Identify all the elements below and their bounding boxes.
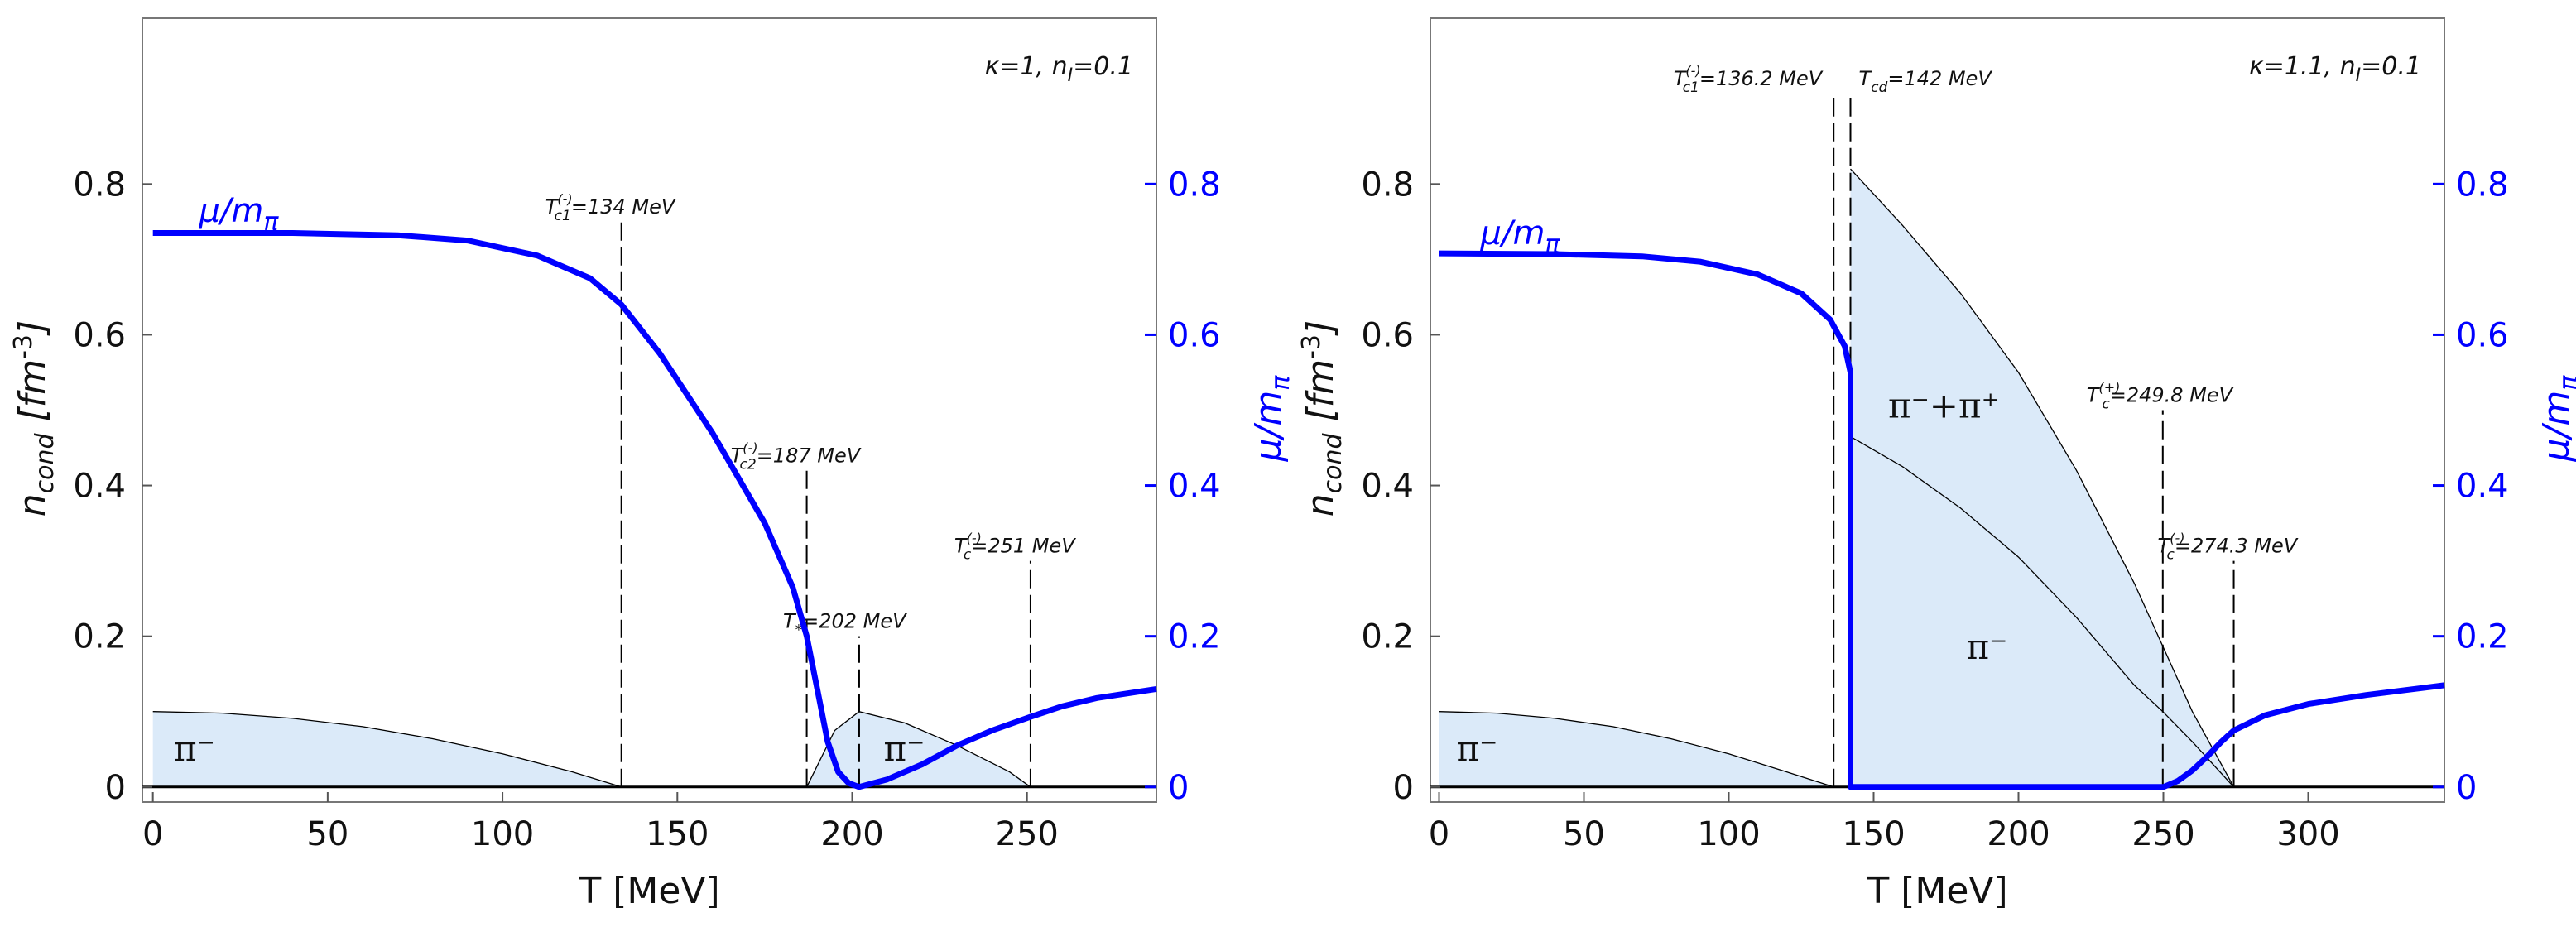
y-tick-label-left: 0.8 bbox=[73, 166, 126, 204]
plot-frame bbox=[1430, 17, 2445, 803]
region-label: π⁻ bbox=[1457, 728, 1498, 769]
y-tick-label-left: 0 bbox=[105, 769, 126, 807]
threshold-label: T(-) c1=136.2 MeV bbox=[1674, 63, 1824, 96]
x-tick-label: 200 bbox=[1987, 815, 2050, 853]
y-tick-label-left: 0.2 bbox=[1361, 618, 1414, 656]
plot-frame bbox=[142, 17, 1157, 803]
threshold-label: T(-) c2=187 MeV bbox=[731, 440, 862, 473]
y-tick-label-right: 0.4 bbox=[2456, 468, 2509, 506]
x-tick-label: 100 bbox=[471, 815, 534, 853]
y-tick-label-left: 0.2 bbox=[73, 618, 126, 656]
threshold-label: T(+) c=249.8 MeV bbox=[2087, 380, 2234, 413]
y-tick-label-right: 0 bbox=[2456, 769, 2477, 807]
threshold-label: T*=202 MeV bbox=[783, 610, 907, 639]
x-tick-label: 0 bbox=[142, 815, 163, 853]
x-tick-label: 150 bbox=[1842, 815, 1905, 853]
threshold-label: T(-) c=251 MeV bbox=[954, 531, 1076, 564]
series-line-mu bbox=[152, 230, 1157, 790]
y-tick-label-right: 0.4 bbox=[1168, 468, 1221, 506]
threshold-label: Tcd=142 MeV bbox=[1859, 67, 1993, 96]
condensate-fill-0 bbox=[152, 711, 622, 787]
y-tick-label-left: 0.6 bbox=[73, 316, 126, 354]
region-label: π⁻+π⁺ bbox=[1888, 386, 2000, 426]
x-tick-label: 300 bbox=[2276, 815, 2339, 853]
threshold-label: T(-) c=274.3 MeV bbox=[2158, 531, 2299, 564]
y-tick-label-left: 0.4 bbox=[1361, 468, 1414, 506]
region-label: π⁻ bbox=[1967, 627, 2008, 667]
x-tick-label: 0 bbox=[1429, 815, 1449, 853]
x-tick-label: 250 bbox=[996, 815, 1059, 853]
condensate-fill-0 bbox=[1439, 711, 1834, 787]
y-tick-label-right: 0.8 bbox=[1168, 166, 1221, 204]
series-line-boundary bbox=[806, 710, 1031, 788]
region-label: π⁻ bbox=[884, 728, 925, 769]
y-axis-title-left: ncond​ [fm-3​] bbox=[9, 320, 60, 516]
condensate-fill-2 bbox=[1850, 436, 2163, 787]
y-tick-label-left: 0.8 bbox=[1361, 166, 1414, 204]
y-axis-title-right: μ/mπ​ bbox=[1247, 375, 1295, 463]
region-label: π⁻ bbox=[174, 728, 215, 769]
x-tick-label: 100 bbox=[1697, 815, 1760, 853]
condensate-fill-1 bbox=[806, 711, 1031, 787]
y-axis-title-left: ncond​ [fm-3​] bbox=[1297, 320, 1348, 516]
series-line-boundary bbox=[2162, 711, 2235, 788]
mu-curve-label: μ/mπ​ bbox=[1480, 214, 1561, 259]
y-tick-label-right: 0.2 bbox=[2456, 618, 2509, 656]
threshold-label: T(-) c1=134 MeV bbox=[545, 191, 676, 224]
parameter-label: κ=1.1, nI=0.1 bbox=[2249, 52, 2421, 86]
series-line-mu bbox=[1439, 250, 2445, 790]
parameter-label: κ=1, nI=0.1 bbox=[985, 52, 1133, 86]
x-tick-label: 150 bbox=[646, 815, 709, 853]
y-tick-label-right: 0 bbox=[1168, 769, 1189, 807]
y-tick-label-right: 0.8 bbox=[2456, 166, 2509, 204]
x-tick-label: 50 bbox=[1563, 815, 1605, 853]
x-axis-title: T [MeV] bbox=[578, 870, 719, 912]
x-tick-label: 50 bbox=[306, 815, 348, 853]
series-line-boundary bbox=[1439, 711, 1834, 788]
y-tick-label-left: 0.6 bbox=[1361, 316, 1414, 354]
y-tick-label-left: 0.4 bbox=[73, 468, 126, 506]
y-tick-label-right: 0.2 bbox=[1168, 618, 1221, 656]
x-tick-label: 250 bbox=[2131, 815, 2194, 853]
x-tick-label: 200 bbox=[820, 815, 883, 853]
mu-curve-label: μ/mπ​ bbox=[198, 192, 279, 237]
y-tick-label-left: 0 bbox=[1393, 769, 1414, 807]
y-tick-label-right: 0.6 bbox=[2456, 316, 2509, 354]
series-line-boundary bbox=[152, 711, 622, 788]
y-tick-label-right: 0.6 bbox=[1168, 316, 1221, 354]
x-axis-title: T [MeV] bbox=[1866, 870, 2007, 912]
y-axis-title-right: μ/mπ​ bbox=[2535, 375, 2576, 463]
series-line-boundary bbox=[1850, 435, 2164, 713]
series-line-boundary bbox=[1850, 168, 2235, 788]
